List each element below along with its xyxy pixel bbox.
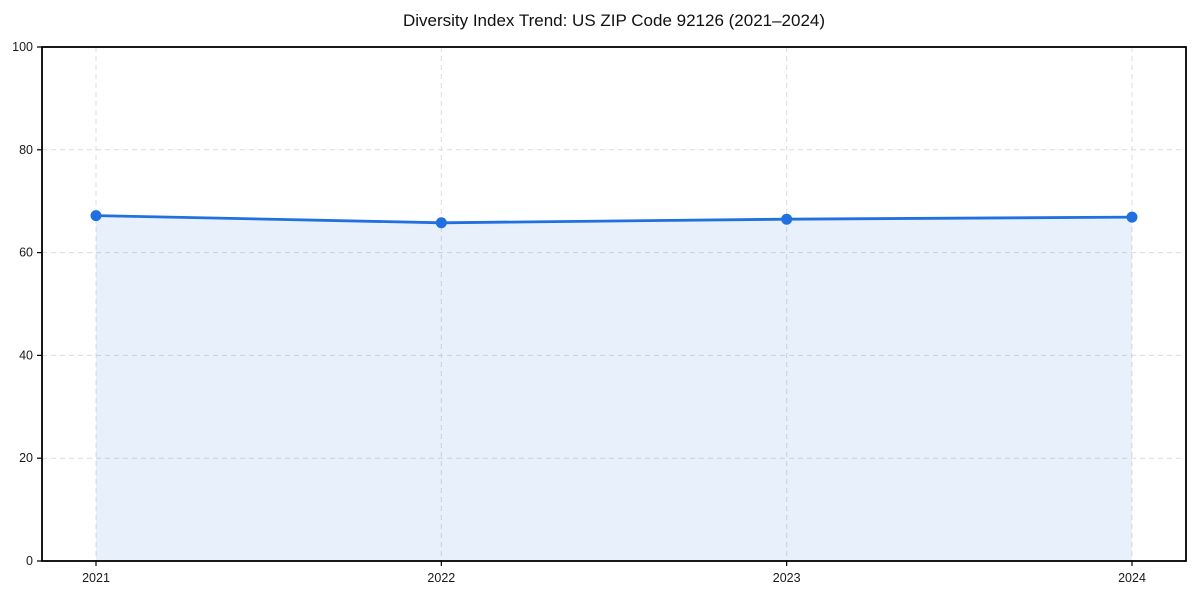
y-axis-tick-label: 60 — [19, 246, 33, 260]
data-point-2024 — [1126, 211, 1138, 223]
data-point-2021 — [90, 210, 102, 222]
x-axis-tick-label: 2024 — [1118, 571, 1146, 585]
y-axis-tick-label: 80 — [19, 143, 33, 157]
x-axis-tick-label: 2023 — [773, 571, 801, 585]
x-axis-tick-label: 2021 — [82, 571, 110, 585]
chart-title: Diversity Index Trend: US ZIP Code 92126… — [402, 11, 826, 30]
y-axis-tick-label: 100 — [12, 40, 33, 54]
y-axis-tick-label: 20 — [19, 451, 33, 465]
trend-line — [94, 214, 1134, 225]
y-axis-tick-label: 40 — [19, 348, 33, 362]
area-fill — [96, 215, 1132, 562]
y-axis-tick-label: 0 — [26, 554, 33, 568]
x-axis-tick-label: 2022 — [427, 571, 455, 585]
data-point-2023 — [781, 213, 793, 225]
data-point-2022 — [435, 217, 447, 229]
plot-border — [41, 46, 1187, 562]
